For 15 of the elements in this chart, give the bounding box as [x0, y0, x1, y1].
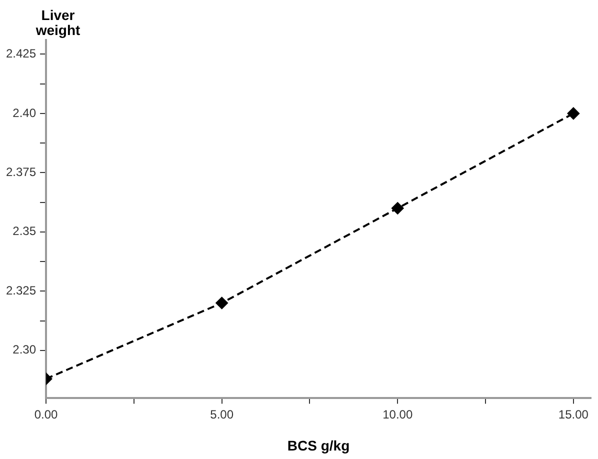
x-tick-label: 10.00 [382, 407, 413, 422]
point [392, 202, 404, 214]
point [567, 107, 580, 120]
y-axis-title: Liver weight [34, 7, 81, 38]
y-tick-label: 2.40 [12, 106, 36, 120]
x-tick-label: 15.00 [558, 407, 589, 422]
x-tick-label: 5.00 [210, 407, 234, 422]
y-tick-label: 2.30 [12, 342, 36, 357]
y-tick-label: 2.325 [6, 283, 36, 298]
y-tick-label: 2.425 [6, 46, 36, 61]
y-tick-label: 2.35 [12, 224, 36, 238]
point [216, 297, 228, 310]
y-tick-label: 2.375 [6, 165, 36, 180]
x-tick-label: 0.00 [34, 407, 58, 422]
x-axis-title: BCS g/kg [287, 437, 350, 454]
